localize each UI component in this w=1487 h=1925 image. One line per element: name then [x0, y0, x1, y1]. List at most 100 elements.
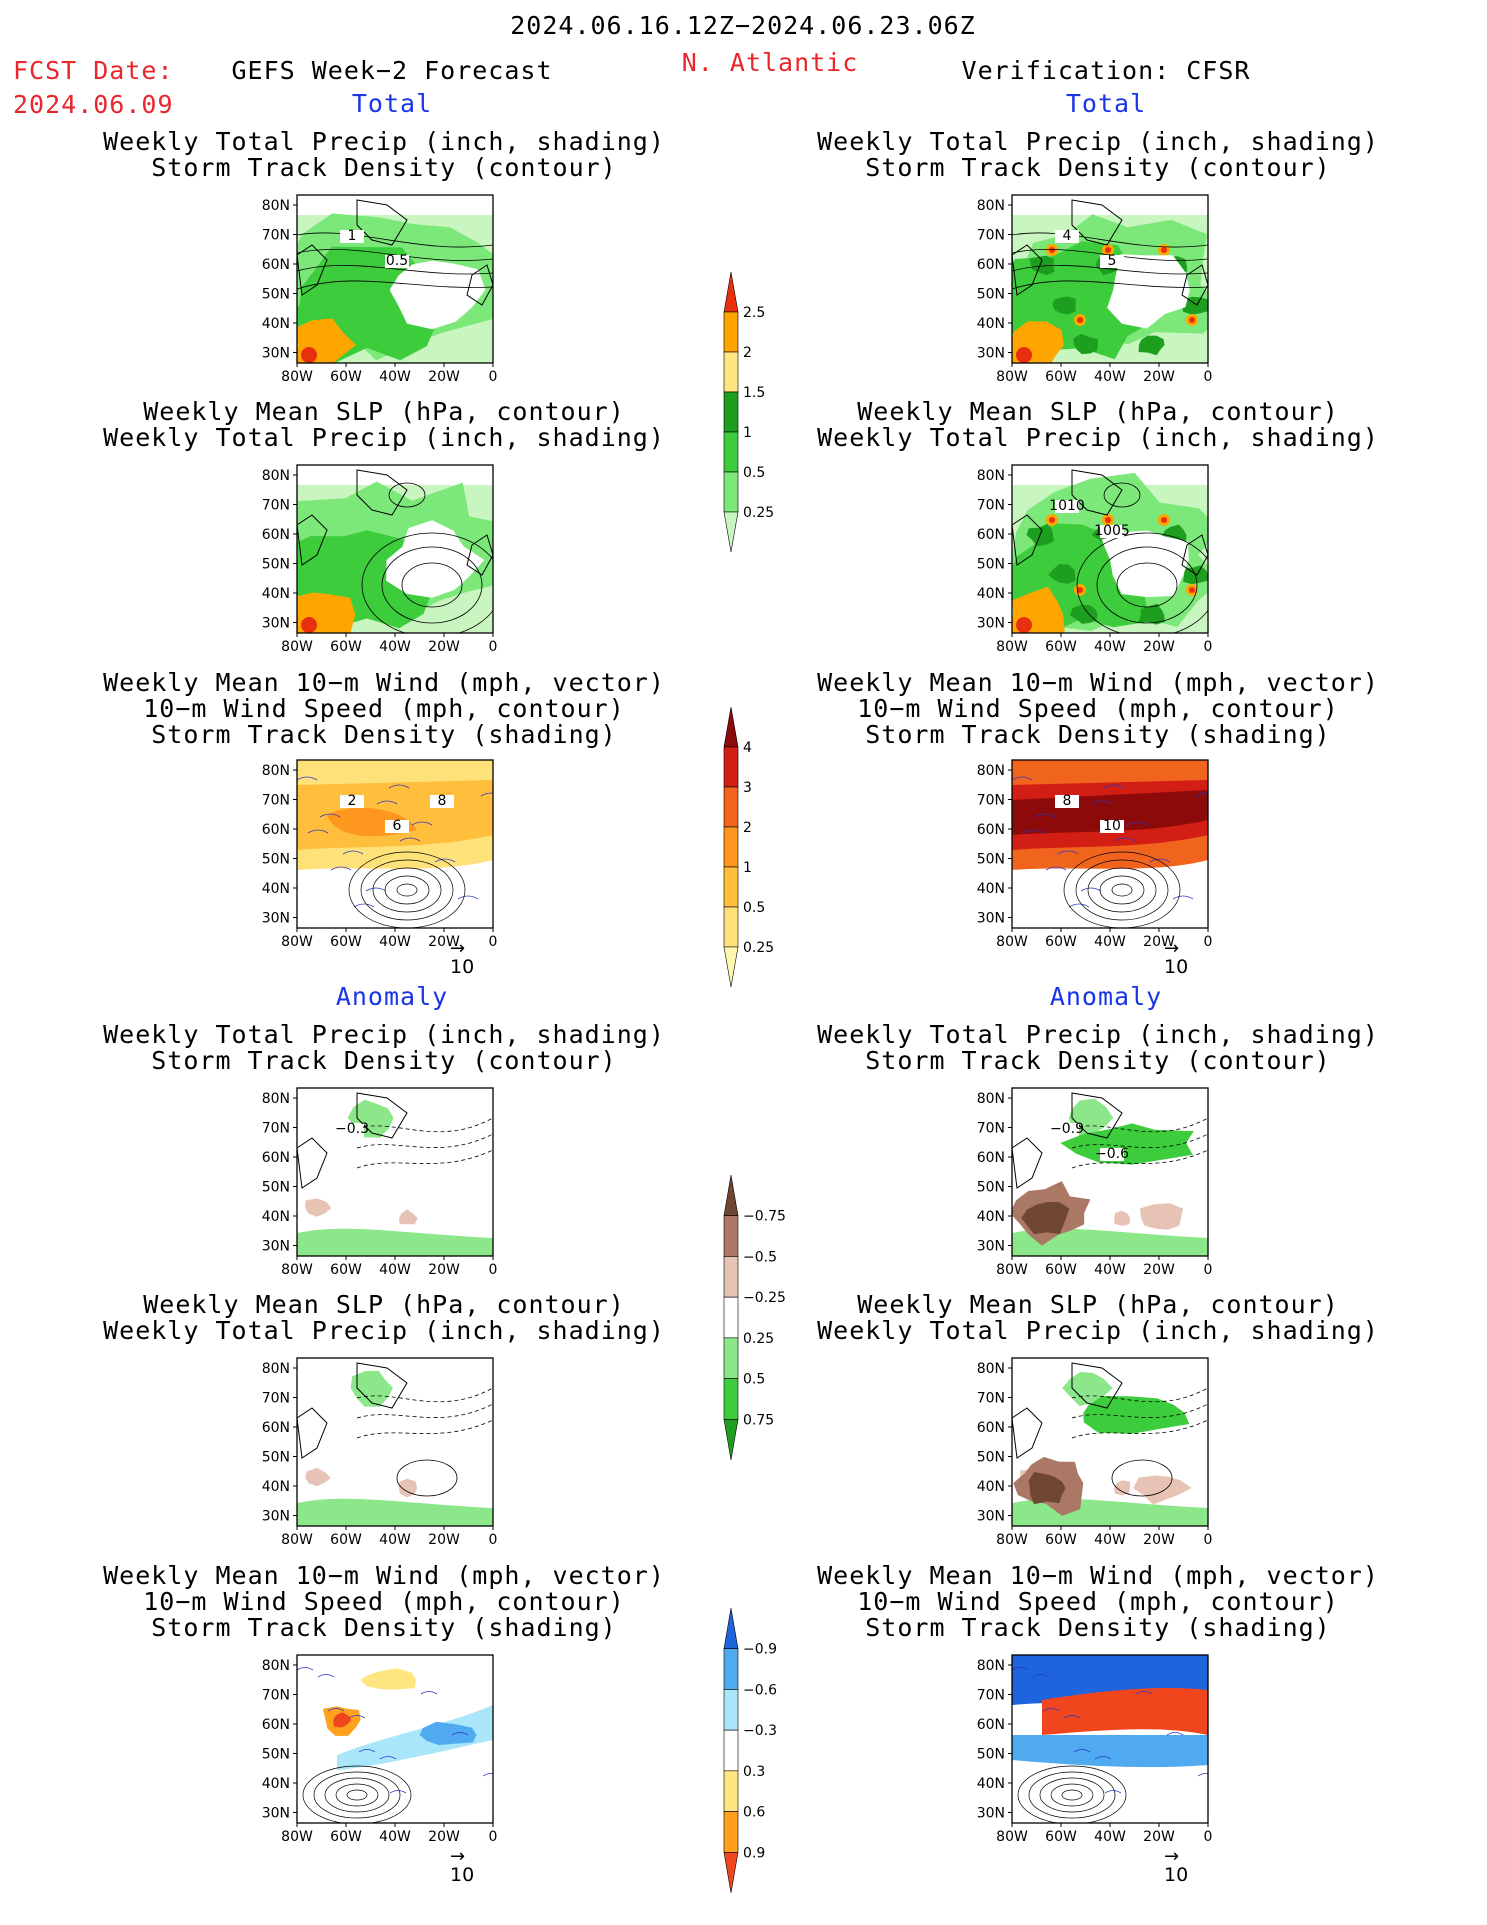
contour-label: 8 [438, 793, 447, 809]
lat-tick-label: 50N [262, 1450, 290, 1466]
colorbar-level-label: −0.5 [743, 1249, 777, 1265]
lat-tick-label: 40N [262, 881, 290, 897]
vector-reference-value: 10 [450, 1864, 475, 1886]
map-fc-wind-track: 80N 70N 60N 50N 40N 30N 80W 60W 40W 20W 0 2 6 8 [262, 759, 498, 950]
lon-tick-label: 20W [1143, 934, 1175, 950]
title-line: Weekly Mean SLP (hPa, contour) [857, 1290, 1339, 1319]
lat-tick-label: 30N [977, 616, 1005, 632]
colorbar-level-label: 3 [743, 780, 752, 796]
colorbar-level-label: 0.9 [743, 1845, 765, 1861]
title-fc-wind-track: Weekly Mean 10−m Wind (mph, vector) 10−m… [103, 670, 665, 748]
verification-title: Verification: CFSR [961, 56, 1251, 85]
lat-tick-label: 40N [262, 586, 290, 602]
colorbar-level-label: 0.5 [743, 900, 765, 916]
lat-tick-label: 60N [262, 822, 290, 838]
lon-tick-label: 20W [428, 934, 460, 950]
lon-tick-label: 60W [1045, 369, 1077, 385]
lon-tick-label: 60W [1045, 1829, 1077, 1845]
map-vf-anom-wind-track: 80N 70N 60N 50N 40N 30N 80W 60W 40W 20W 0 [977, 1654, 1212, 1845]
colorbar-level-label: −0.6 [743, 1682, 777, 1698]
contour-label: −0.6 [1095, 1146, 1129, 1162]
region-title: N. Atlantic [681, 48, 859, 77]
lon-tick-label: 20W [428, 1262, 460, 1278]
lon-tick-label: 20W [428, 1532, 460, 1548]
lat-tick-label: 40N [977, 316, 1005, 332]
title-vf-anom-precip-track: Weekly Total Precip (inch, shading) Stor… [817, 1022, 1379, 1074]
lon-tick-label: 60W [330, 1262, 362, 1278]
contour-label: −0.3 [335, 1121, 369, 1137]
lat-tick-label: 60N [977, 822, 1005, 838]
colorbar-level-label: −0.9 [743, 1642, 777, 1658]
colorbar-level-label: 1 [743, 860, 752, 876]
title-line: Weekly Mean 10−m Wind (mph, vector) [103, 668, 665, 697]
lon-tick-label: 60W [330, 1829, 362, 1845]
lat-tick-label: 80N [262, 1361, 290, 1377]
lat-tick-label: 30N [262, 1806, 290, 1822]
lat-tick-label: 60N [977, 1420, 1005, 1436]
lon-tick-label: 80W [281, 1829, 313, 1845]
lon-tick-label: 60W [330, 1532, 362, 1548]
lon-tick-label: 40W [379, 1829, 411, 1845]
lon-tick-label: 20W [1143, 1829, 1175, 1845]
lat-tick-label: 40N [977, 1776, 1005, 1792]
colorbar-level-label: 2 [743, 345, 752, 361]
lat-tick-label: 50N [977, 287, 1005, 303]
lat-tick-label: 40N [977, 1209, 1005, 1225]
lon-tick-label: 80W [996, 1532, 1028, 1548]
lon-tick-label: 20W [1143, 1262, 1175, 1278]
title-line: Storm Track Density (shading) [865, 1613, 1331, 1642]
colorbar-level-label: 2 [743, 820, 752, 836]
lat-tick-label: 80N [262, 763, 290, 779]
lat-tick-label: 30N [262, 1239, 290, 1255]
vector-reference-value: 10 [1164, 1864, 1189, 1886]
contour-label: 1010 [1049, 498, 1085, 514]
map-fc-anom-wind-track: 80N 70N 60N 50N 40N 30N 80W 60W 40W 20W 0 [262, 1654, 497, 1845]
lat-tick-label: 70N [262, 498, 290, 514]
title-line: Storm Track Density (contour) [151, 153, 617, 182]
lat-tick-label: 60N [262, 1420, 290, 1436]
map-vf-slp-precip: 80N 70N 60N 50N 40N 30N 80W 60W 40W 20W 0 1010 1005 [977, 464, 1212, 655]
lon-tick-label: 40W [379, 1262, 411, 1278]
fcst-date-label: FCST Date: [13, 56, 174, 85]
title-line: Storm Track Density (shading) [151, 720, 617, 749]
lat-tick-label: 30N [262, 346, 290, 362]
lon-tick-label: 20W [428, 369, 460, 385]
lon-tick-label: 80W [281, 1532, 313, 1548]
title-line: 10−m Wind Speed (mph, contour) [857, 1587, 1339, 1616]
map-vf-anom-slp-precip: 80N 70N 60N 50N 40N 30N 80W 60W 40W 20W 0 [977, 1357, 1212, 1548]
map-fc-precip-track: 80N 70N 60N 50N 40N 30N 80W 60W 40W 20W 0 1 0.5 [262, 194, 497, 385]
lon-tick-label: 0 [1204, 934, 1213, 950]
lat-tick-label: 70N [262, 1121, 290, 1137]
contour-label: 1005 [1094, 523, 1130, 539]
title-line: Weekly Mean SLP (hPa, contour) [143, 1290, 625, 1319]
lon-tick-label: 0 [1204, 1262, 1213, 1278]
lat-tick-label: 50N [977, 1180, 1005, 1196]
lon-tick-label: 80W [996, 639, 1028, 655]
lon-tick-label: 60W [330, 934, 362, 950]
lat-tick-label: 40N [262, 1209, 290, 1225]
contour-label: 10 [1103, 818, 1121, 834]
contour-label: 8 [1063, 793, 1072, 809]
lat-tick-label: 30N [262, 616, 290, 632]
lon-tick-label: 60W [1045, 934, 1077, 950]
colorbar-track-total: 4 3 2 1 0.5 0.25 [723, 706, 774, 988]
lat-tick-label: 80N [977, 763, 1005, 779]
forecast-title: GEFS Week−2 Forecast [231, 56, 553, 85]
vector-reference-arrow: → 10 [1164, 1848, 1189, 1887]
colorbar-level-label: 1.5 [743, 385, 765, 401]
lat-tick-label: 50N [262, 287, 290, 303]
title-line: 10−m Wind Speed (mph, contour) [143, 1587, 625, 1616]
lat-tick-label: 60N [977, 1150, 1005, 1166]
lon-tick-label: 20W [428, 639, 460, 655]
section-anomaly-verification: Anomaly [1049, 982, 1163, 1011]
lon-tick-label: 0 [489, 934, 498, 950]
lat-tick-label: 30N [262, 1509, 290, 1525]
colorbar-level-label: −0.75 [743, 1209, 786, 1225]
colorbar-level-label: 0.25 [743, 1331, 774, 1347]
lon-tick-label: 80W [996, 1829, 1028, 1845]
lat-tick-label: 60N [262, 527, 290, 543]
title-fc-anom-slp-precip: Weekly Mean SLP (hPa, contour) Weekly To… [103, 1292, 665, 1344]
lon-tick-label: 60W [1045, 1532, 1077, 1548]
lat-tick-label: 40N [977, 881, 1005, 897]
lat-tick-label: 70N [977, 793, 1005, 809]
